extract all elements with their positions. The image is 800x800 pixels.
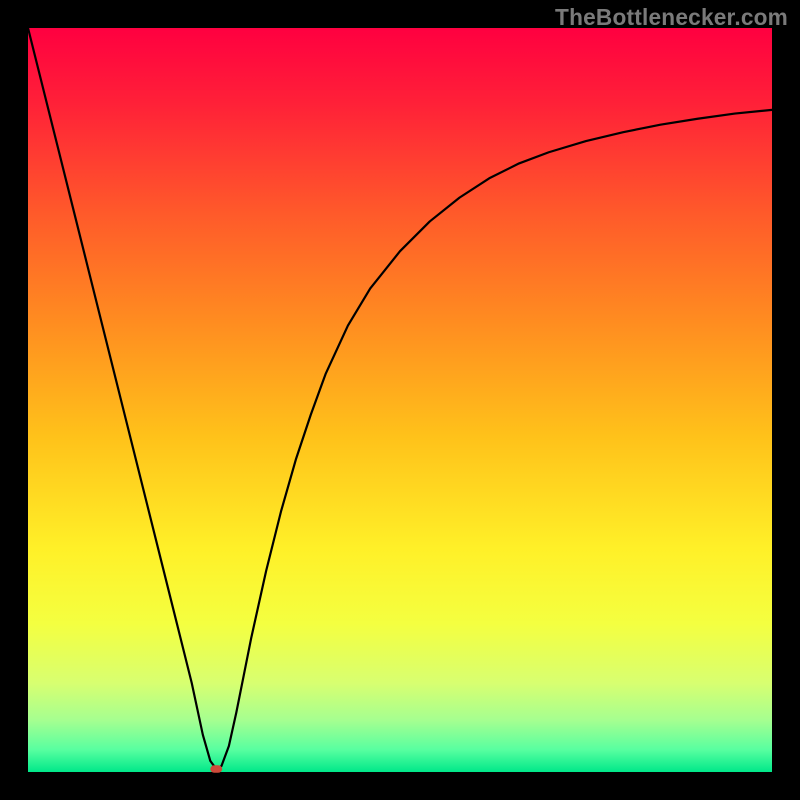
bottleneck-chart (0, 0, 800, 800)
chart-stage: TheBottlenecker.com (0, 0, 800, 800)
plot-background (28, 28, 772, 772)
watermark-text: TheBottlenecker.com (555, 4, 788, 31)
optimal-point-marker (210, 765, 222, 772)
